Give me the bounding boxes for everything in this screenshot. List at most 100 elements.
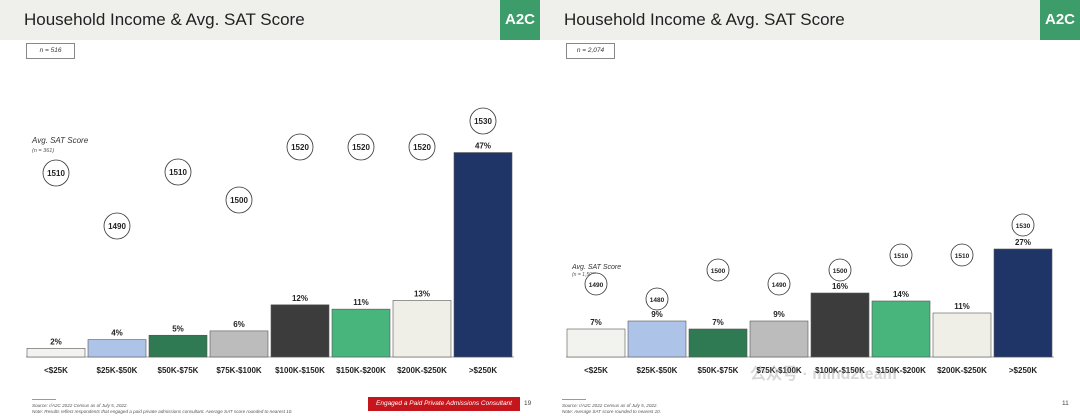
sample-size-label: n = 516 <box>26 43 75 59</box>
bar-value-label: 9% <box>773 310 785 319</box>
sat-score-value: 1530 <box>1016 223 1031 230</box>
bar-chart: Avg. SAT Score (n = 361) 2% <$25K 1510 4% $2… <box>26 107 514 375</box>
bar-5 <box>331 308 391 358</box>
sat-score-bubble <box>828 258 852 282</box>
bar-value-label: 11% <box>954 302 970 311</box>
sat-score-bubble <box>103 212 131 240</box>
x-tick-label: $100K-$150K <box>815 366 865 375</box>
sat-score-value: 1510 <box>894 253 909 260</box>
x-tick-label: $150K-$200K <box>876 366 926 375</box>
sat-score-bubble <box>225 186 253 214</box>
footnote-source: Source: r/A2C 2022 Census as of July 5, … <box>562 403 658 408</box>
x-tick-label: $75K-$100K <box>756 366 802 375</box>
sat-score-value: 1490 <box>108 222 126 231</box>
sat-score-bubble <box>767 272 791 296</box>
sat-score-bubble <box>469 107 497 135</box>
bar-value-label: 47% <box>475 142 491 151</box>
sat-sample-size: (n = 361) <box>32 148 54 154</box>
sat-score-value: 1510 <box>955 253 970 260</box>
bar-value-label: 14% <box>893 290 909 299</box>
bar-4 <box>270 304 330 358</box>
bar-value-label: 27% <box>1015 238 1031 247</box>
bar-5 <box>871 300 931 358</box>
sat-score-bubble <box>164 158 192 186</box>
bar-value-label: 11% <box>353 298 369 307</box>
sat-score-bubble <box>347 133 375 161</box>
sat-score-label: Avg. SAT Score <box>571 264 621 271</box>
page-number: 11 <box>1062 400 1069 407</box>
sat-score-value: 1510 <box>169 168 187 177</box>
sat-score-bubble <box>645 287 669 311</box>
x-tick-label: $200K-$250K <box>397 366 447 375</box>
bar-value-label: 16% <box>832 282 848 291</box>
sat-score-bubble <box>889 243 913 267</box>
sat-score-value: 1500 <box>833 268 848 275</box>
sat-score-value: 1490 <box>772 282 787 289</box>
watermark: 公众号 · mind2team <box>750 366 897 383</box>
x-tick-label: <$25K <box>44 366 68 375</box>
a2c-logo: A2C <box>500 0 540 40</box>
slide-title: Household Income & Avg. SAT Score <box>564 10 845 29</box>
bar-value-label: 4% <box>111 329 123 338</box>
bar-2 <box>148 334 208 358</box>
sat-score-bubble <box>286 133 314 161</box>
sat-score-value: 1490 <box>589 282 604 289</box>
bar-value-label: 7% <box>590 318 602 327</box>
bar-value-label: 12% <box>292 294 308 303</box>
bar-value-label: 13% <box>414 289 430 298</box>
bar-value-label: 5% <box>172 324 184 333</box>
segment-badge: Engaged a Paid Private Admissions Consul… <box>368 397 520 411</box>
sat-score-value: 1500 <box>230 196 248 205</box>
footnote-note: Note: Average SAT score rounded to neare… <box>562 409 661 414</box>
sat-score-bubble <box>950 243 974 267</box>
x-tick-label: $100K-$150K <box>275 366 325 375</box>
x-tick-label: $200K-$250K <box>937 366 987 375</box>
bar-0 <box>566 328 626 358</box>
x-tick-label: $25K-$50K <box>97 366 138 375</box>
slide-title: Household Income & Avg. SAT Score <box>24 10 305 29</box>
bar-7 <box>453 152 513 358</box>
sat-score-label: Avg. SAT Score <box>31 136 89 145</box>
bar-value-label: 2% <box>50 337 62 346</box>
bar-value-label: 9% <box>651 310 663 319</box>
bar-value-label: 6% <box>233 320 245 329</box>
slide-left: Household Income & Avg. SAT Score A2C n … <box>0 0 540 416</box>
sat-score-bubble <box>584 272 608 296</box>
bar-value-label: 7% <box>712 318 724 327</box>
sat-score-bubble <box>408 133 436 161</box>
sat-score-bubble <box>1011 213 1035 237</box>
x-tick-label: $75K-$100K <box>216 366 262 375</box>
x-tick-label: $150K-$200K <box>336 366 386 375</box>
x-tick-label: $25K-$50K <box>637 366 678 375</box>
sat-score-value: 1510 <box>47 169 65 178</box>
bar-6 <box>392 300 452 358</box>
x-tick-label: >$250K <box>1009 366 1037 375</box>
bar-chart: Avg. SAT Score (n = 1,502) 7% <$25K 1490 9%… <box>566 213 1054 375</box>
footnote-divider <box>32 399 56 400</box>
sat-score-value: 1520 <box>413 143 431 152</box>
sat-sample-size: (n = 1,502) <box>572 272 597 278</box>
sample-size-label: n = 2,074 <box>566 43 615 59</box>
sat-score-value: 1500 <box>711 268 726 275</box>
sat-score-value: 1520 <box>352 143 370 152</box>
page-number: 19 <box>524 400 532 407</box>
x-tick-label: >$250K <box>469 366 497 375</box>
bar-3 <box>749 320 809 358</box>
footnote-divider <box>562 399 586 400</box>
bar-7 <box>993 248 1053 358</box>
sat-score-value: 1530 <box>474 117 492 126</box>
slide-right: Household Income & Avg. SAT Score A2C n … <box>540 0 1080 416</box>
slide-header: Household Income & Avg. SAT Score A2C <box>0 0 540 40</box>
x-tick-label: $50K-$75K <box>158 366 199 375</box>
footnote-source: Source: r/A2C 2022 Census as of July 5, … <box>32 403 128 408</box>
sat-score-bubble <box>42 159 70 187</box>
sat-score-value: 1520 <box>291 143 309 152</box>
bar-2 <box>688 328 748 358</box>
bar-3 <box>209 330 269 358</box>
bar-1 <box>87 339 147 358</box>
slide-header: Household Income & Avg. SAT Score A2C <box>540 0 1080 40</box>
bar-0 <box>26 347 86 358</box>
sat-score-bubble <box>706 258 730 282</box>
bar-1 <box>627 320 687 358</box>
sat-score-value: 1480 <box>650 297 665 304</box>
